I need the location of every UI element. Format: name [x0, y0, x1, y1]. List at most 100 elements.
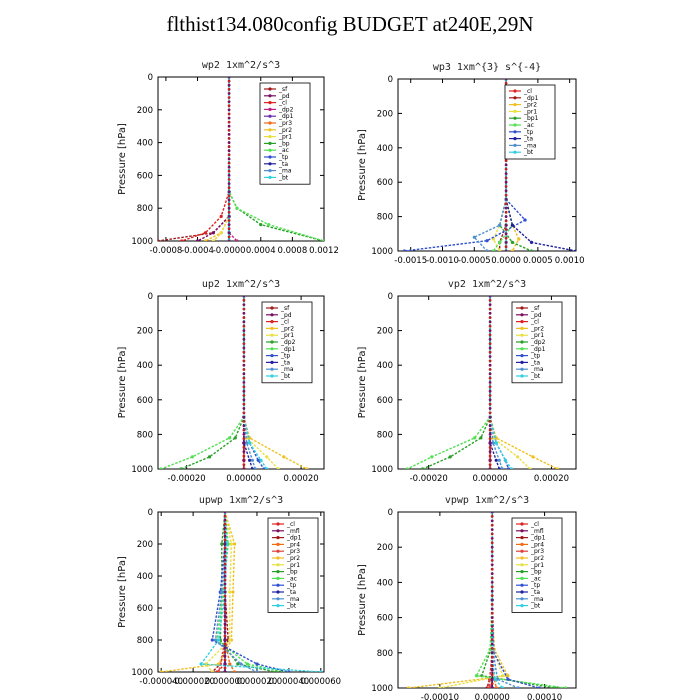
series-line-bt: [199, 512, 321, 672]
profile-marker: [242, 428, 246, 432]
profile-marker: [223, 666, 227, 670]
data-point-cl: [203, 231, 207, 235]
data-point-pr4: [233, 670, 237, 672]
profile-marker: [242, 420, 246, 423]
legend-marker-bp1: [513, 116, 517, 120]
legend-marker-ta: [513, 137, 517, 141]
profile-marker: [488, 415, 492, 419]
legend-marker-bp: [520, 570, 524, 574]
y-tick-label: 600: [377, 396, 393, 406]
legend-label: _dp2: [280, 339, 296, 346]
legend-marker-pr3: [276, 549, 280, 553]
data-point-tp: [506, 467, 511, 469]
profile-marker: [223, 534, 227, 538]
legend-label: _bt: [523, 149, 534, 156]
series-line-pr1: [204, 512, 233, 672]
data-point-pr2: [406, 686, 411, 688]
series-group: [159, 512, 323, 672]
profile-marker: [223, 642, 227, 646]
legend-marker-tp: [276, 583, 280, 587]
legend-box: [259, 82, 311, 185]
legend-marker-bt: [520, 374, 524, 378]
legend-marker-pr3: [520, 549, 524, 553]
profile-marker: [242, 463, 246, 467]
legend-label: _pr1: [280, 332, 294, 339]
data-point-ac: [491, 249, 495, 251]
data-point-dp1: [473, 436, 477, 440]
profile-marker: [488, 363, 492, 367]
data-point-sf: [158, 239, 160, 241]
profile-marker: [227, 215, 231, 218]
y-tick-label: 400: [377, 144, 393, 154]
profile-marker: [504, 232, 508, 236]
legend-label: _pr2: [278, 127, 292, 134]
legend-label: _pr2: [286, 555, 300, 562]
y-axis-label: Pressure [hPa]: [357, 129, 368, 201]
x-tick-label: 0.00010: [527, 693, 562, 700]
data-point-ta: [248, 458, 252, 462]
x-tick-label: 0.0010: [555, 256, 585, 266]
legend-marker-bt: [520, 604, 524, 608]
profile-marker: [242, 385, 246, 389]
profile-marker: [488, 342, 492, 345]
profile-marker: [490, 550, 494, 553]
profile-marker: [488, 376, 492, 380]
profile-marker: [490, 545, 494, 549]
series-line-bp: [219, 512, 277, 672]
panel-title: wp2 1xm^2/s^3: [202, 60, 280, 71]
data-point-pr1: [276, 467, 280, 469]
data-point-pr2: [517, 237, 521, 241]
profile-marker: [242, 303, 246, 306]
panel-title: upwp 1xm^2/s^3: [199, 495, 283, 506]
legend-label: _dp2: [278, 106, 294, 113]
legend-marker-tp: [268, 155, 272, 159]
data-point-ta: [510, 223, 514, 227]
legend-label: _ta: [280, 359, 290, 366]
profile-marker: [504, 180, 508, 184]
profile-marker: [227, 165, 231, 169]
profile-marker: [242, 368, 246, 371]
legend-label: _dp1: [523, 95, 539, 102]
data-point-bt: [494, 441, 498, 445]
legend-marker-cl: [268, 101, 272, 105]
profile-marker: [488, 424, 492, 428]
profile-marker: [223, 542, 227, 546]
x-tick-label: 0.0005: [523, 256, 553, 266]
data-point-ma: [485, 249, 489, 251]
legend-marker-cl: [276, 522, 280, 526]
profile-marker: [227, 231, 231, 235]
profile-marker: [223, 554, 227, 558]
data-point-dp1: [190, 455, 194, 459]
data-point-ma: [472, 235, 476, 239]
legend-label: _cl: [530, 319, 539, 326]
y-tick-label: 200: [137, 106, 153, 116]
profile-marker: [488, 458, 492, 462]
profile-marker: [490, 567, 494, 571]
profile-marker: [242, 402, 246, 406]
series-line-sf: [158, 77, 230, 241]
data-point-pr2: [159, 670, 163, 672]
legend-marker-tp: [520, 354, 524, 358]
profile-marker: [227, 161, 231, 165]
legend-label: _bt: [530, 373, 541, 380]
data-point-pr1: [210, 670, 214, 672]
legend-label: _ma: [530, 366, 544, 373]
plot-frame: [397, 295, 577, 470]
data-point-bp1: [510, 240, 514, 244]
profile-marker: [227, 169, 231, 173]
profile-marker: [488, 402, 492, 406]
series-line-ma: [473, 79, 507, 251]
profile-marker: [242, 389, 246, 393]
profile-marker: [227, 79, 231, 83]
legend-marker-bp: [268, 141, 272, 145]
y-tick-label: 800: [137, 636, 153, 646]
legend-label: _ta: [530, 589, 540, 596]
data-point-bt: [259, 458, 263, 462]
profile-marker: [242, 359, 246, 363]
data-point-ma: [500, 467, 504, 469]
y-axis-label: Pressure [hPa]: [117, 556, 128, 628]
profile-marker: [490, 576, 494, 580]
data-point-pr3: [487, 686, 491, 688]
x-tick-label: 0.00020: [284, 474, 319, 484]
y-tick-label: 400: [377, 361, 393, 371]
